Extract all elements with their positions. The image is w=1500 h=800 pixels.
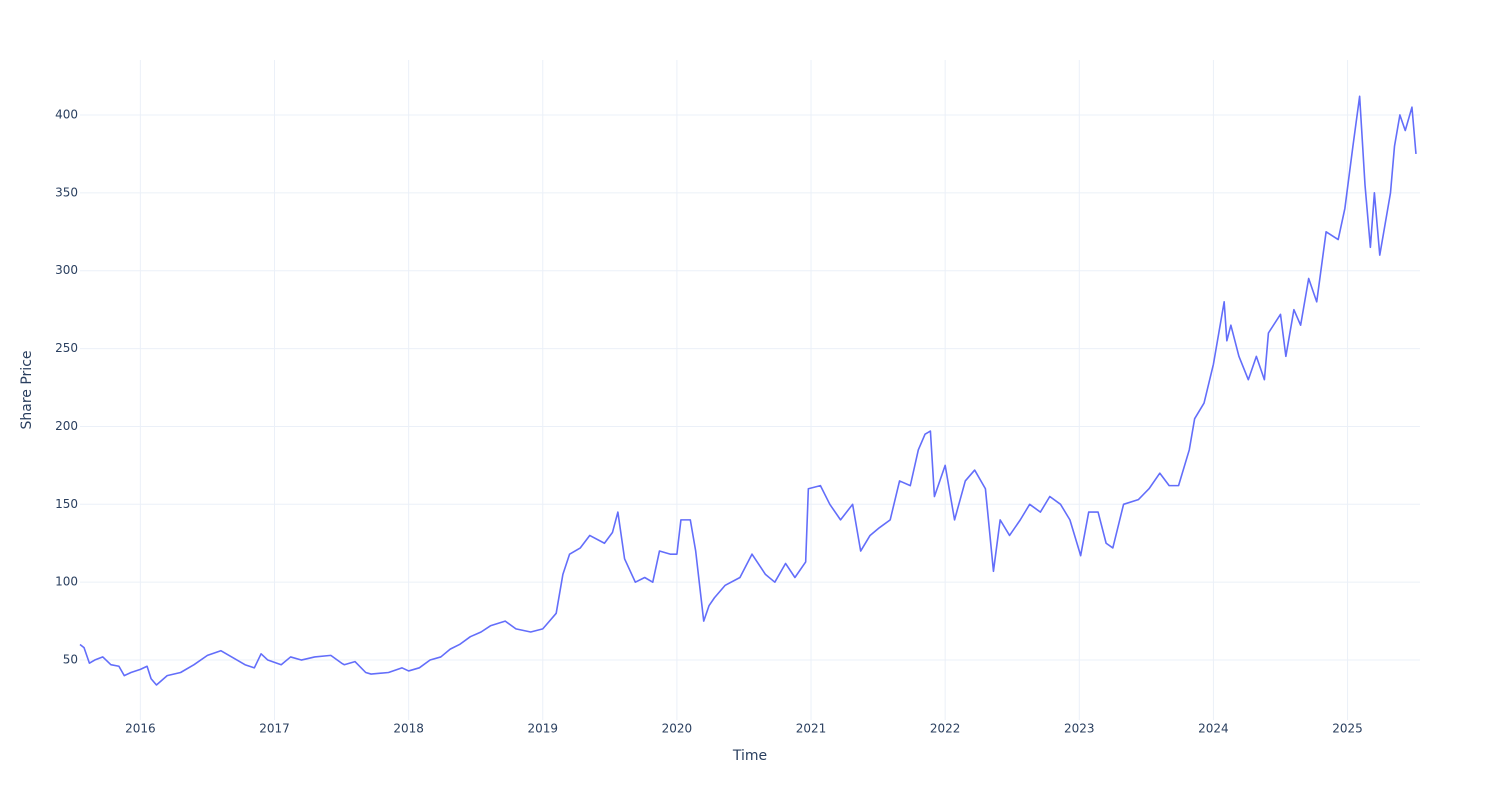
plot-area (79, 95, 1417, 686)
x-tick-label: 2025 (1332, 722, 1363, 736)
x-tick-label: 2016 (125, 722, 156, 736)
x-tick-label: 2017 (259, 722, 290, 736)
y-tick-label: 50 (63, 653, 78, 667)
y-tick-label: 400 (55, 107, 78, 121)
x-tick-label: 2021 (796, 722, 827, 736)
y-tick-label: 150 (55, 497, 78, 511)
x-tick-label: 2020 (662, 722, 693, 736)
x-tick-label: 2019 (527, 722, 558, 736)
x-tick-label: 2018 (393, 722, 424, 736)
y-tick-label: 300 (55, 263, 78, 277)
grid-layer (80, 60, 1420, 720)
price-line (79, 95, 1417, 686)
y-tick-label: 100 (55, 575, 78, 589)
y-tick-label: 350 (55, 185, 78, 199)
x-tick-label: 2024 (1198, 722, 1229, 736)
y-tick-label: 250 (55, 341, 78, 355)
x-axis-title: Time (732, 748, 767, 764)
y-tick-label: 200 (55, 419, 78, 433)
x-tick-label: 2023 (1064, 722, 1095, 736)
x-tick-label: 2022 (930, 722, 961, 736)
y-axis-title: Share Price (19, 350, 35, 429)
